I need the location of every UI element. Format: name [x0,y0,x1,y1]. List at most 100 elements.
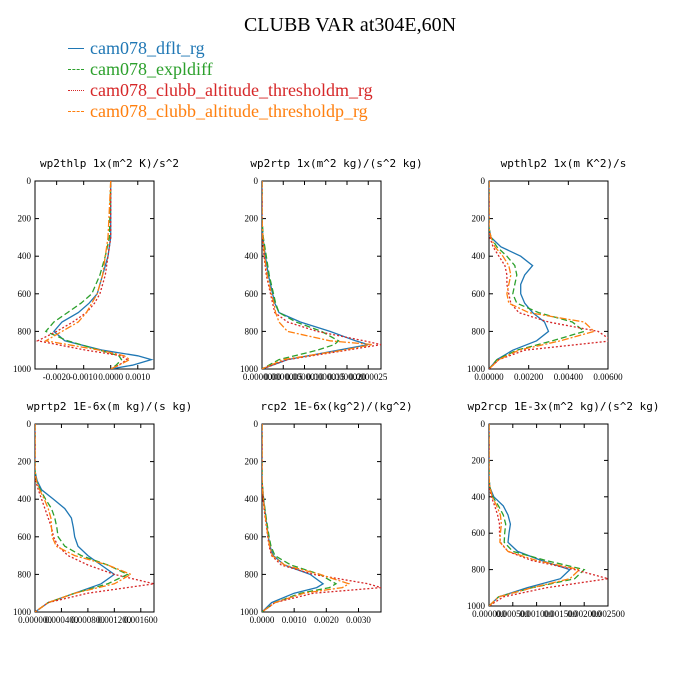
plot-frame [488,180,609,370]
y-tick-label: 1000 [13,607,32,617]
x-tick-label: 0.00000 [474,372,504,382]
x-tick-label: 0.000800 [71,615,105,625]
x-tick-label: 0.0000 [98,372,123,382]
x-tick-label: 0.000400 [45,615,79,625]
series-line [44,181,123,369]
x-tick-label: 0.0000020 [328,372,367,382]
x-tick-label: 0.0030 [346,615,371,625]
y-tick-label: 0 [254,176,259,186]
y-tick-label: 0 [481,419,486,429]
chart-title: wp2rtp 1x(m^2 kg)/(s^2 kg) [250,157,422,170]
plot-frame [261,423,382,613]
series-line [489,181,586,369]
y-tick-label: 0 [27,419,32,429]
y-tick-label: 0 [27,176,32,186]
series-line [489,181,550,369]
series-line [489,424,572,606]
series-line [262,181,381,369]
y-tick-label: 200 [245,457,259,467]
x-tick-label: 0.00200 [514,372,544,382]
legend-label: cam078_clubb_altitude_thresholdm_rg [90,80,373,100]
y-tick-label: 1000 [240,364,259,374]
series-group [35,181,154,369]
y-tick-label: 200 [472,214,486,224]
legend-swatch [68,90,84,91]
plot-frame [34,423,155,613]
x-tick-label: 0.0000005 [264,372,303,382]
y-tick-label: 400 [472,492,486,502]
y-tick-label: 400 [18,494,32,504]
y-tick-label: 1000 [240,607,259,617]
y-tick-label: 800 [245,569,259,579]
y-tick-label: 200 [245,214,259,224]
legend-swatch [68,111,84,112]
chart-panel: wp2thlp 1x(m^2 K)/s^2 0 200 400 600 800 1000 -0… [13,157,179,382]
y-tick-label: 800 [18,569,32,579]
chart-title: wprtp2 1E-6x(m kg)/(s kg) [27,400,193,413]
legend-label: cam078_clubb_altitude_thresholdp_rg [90,101,368,121]
series-group [262,181,381,369]
series-line [262,424,325,612]
y-tick-label: 400 [472,251,486,261]
series-line [262,181,373,369]
x-tick-label: 0.000000 [472,609,506,619]
x-tick-label: 0.0000 [250,615,275,625]
legend-label: cam078_expldiff [90,59,213,79]
x-tick-label: 0.002500 [591,609,625,619]
chart-panel: wp2rcp 1E-3x(m^2 kg)/(s^2 kg) 0 200 400 600 8… [467,400,660,619]
chart-title: wpthlp2 1x(m K^2)/s [501,157,627,170]
y-tick-label: 200 [18,214,32,224]
y-tick-label: 0 [254,419,259,429]
x-tick-label: 0.001600 [124,615,158,625]
x-tick-label: 0.00600 [593,372,623,382]
x-tick-label: 0.001500 [544,609,578,619]
x-tick-label: -0.0020 [43,372,71,382]
series-line [262,424,351,612]
chart-title: wp2thlp 1x(m^2 K)/s^2 [40,157,179,170]
y-tick-label: 800 [472,565,486,575]
y-tick-label: 800 [18,326,32,336]
y-tick-label: 600 [472,289,486,299]
y-tick-label: 600 [245,532,259,542]
series-line [35,424,116,612]
y-tick-label: 400 [18,251,32,261]
series-line [43,181,131,369]
legend-label: cam078_dflt_rg [90,38,205,58]
series-group [35,424,154,612]
series-line [35,424,130,612]
y-tick-label: 1000 [467,601,486,611]
series-group [489,181,608,369]
y-tick-label: 600 [245,289,259,299]
series-line [489,424,581,606]
series-line [489,181,596,369]
figure-title: CLUBB VAR at304E,60N [243,14,457,36]
y-tick-label: 1000 [13,364,32,374]
series-line [489,181,608,369]
y-tick-label: 200 [472,455,486,465]
chart-panel: rcp2 1E-6x(kg^2)/(kg^2)0 200 400 600 800 1000… [240,400,413,625]
legend-swatch [68,69,84,70]
series-group [489,424,608,606]
series-line [35,424,133,612]
y-tick-label: 1000 [467,364,486,374]
x-tick-label: 0.001200 [97,615,131,625]
x-tick-label: 0.0010 [282,615,307,625]
series-line [52,181,154,369]
y-tick-label: 0 [481,176,486,186]
x-tick-label: 0.0000000 [243,372,282,382]
series-line [262,424,338,612]
plot-frame [488,423,609,607]
y-tick-label: 400 [245,494,259,504]
legend-swatch [68,48,84,49]
y-tick-label: 600 [18,289,32,299]
series-line [262,424,381,612]
plot-frame [261,180,382,370]
series-line [35,181,129,369]
y-tick-label: 400 [245,251,259,261]
series-line [262,181,369,369]
x-tick-label: 0.001000 [520,609,554,619]
plot-frame [34,180,155,370]
y-tick-label: 200 [18,457,32,467]
series-line [262,181,340,369]
